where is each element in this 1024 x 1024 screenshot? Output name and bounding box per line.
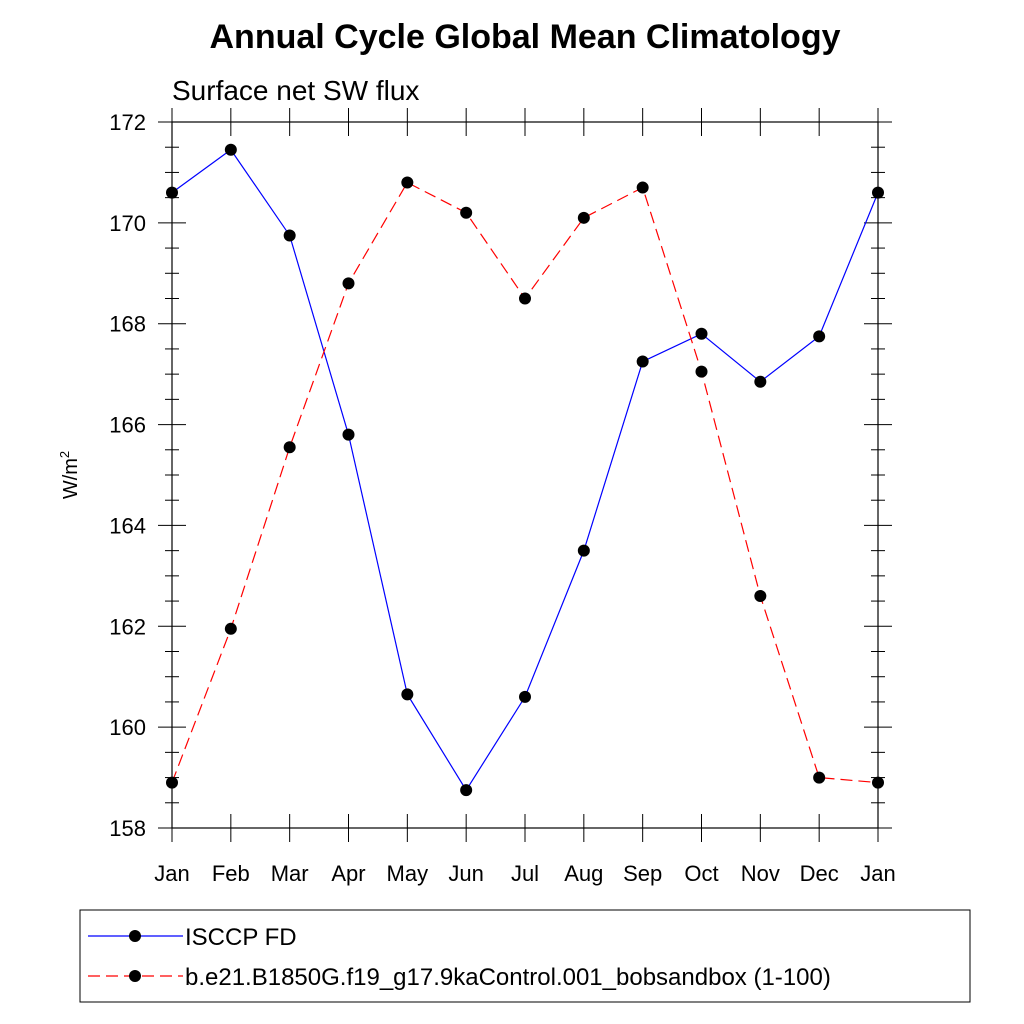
series-0-point — [754, 375, 767, 388]
legend-swatch-marker-0 — [129, 930, 141, 942]
y-axis-label: W/m2 — [57, 451, 82, 499]
y-tick-label: 160 — [109, 715, 146, 740]
x-tick-label: Feb — [212, 861, 250, 886]
series-1-point — [577, 211, 590, 224]
x-tick-label: Oct — [684, 861, 718, 886]
y-axis-label-base: W/m — [60, 458, 82, 499]
y-tick-label: 162 — [109, 614, 146, 639]
chart-title: Annual Cycle Global Mean Climatology — [210, 18, 841, 56]
legend-label-0: ISCCP FD — [185, 924, 297, 951]
x-tick-label: Jun — [448, 861, 483, 886]
x-tick-label: Sep — [623, 861, 662, 886]
series-1-point — [695, 365, 708, 378]
x-tick-label: Nov — [741, 861, 780, 886]
y-tick-label: 170 — [109, 211, 146, 236]
y-tick-label: 164 — [109, 513, 146, 538]
series-0-point — [695, 327, 708, 340]
series-0-point — [519, 690, 531, 703]
y-axis-label-superscript: 2 — [57, 451, 72, 458]
y-tick-label: 172 — [109, 110, 146, 135]
series-1-point — [224, 622, 237, 635]
series-1-point — [813, 771, 826, 784]
series-0-point — [872, 186, 884, 199]
plot-frame — [171, 121, 879, 829]
series-1-point — [283, 441, 296, 454]
series-0-point — [342, 428, 355, 441]
series-0-point — [577, 544, 590, 557]
series-layer — [166, 143, 884, 797]
axis-ticks: 158 160 162 164 166 168 170 172 Jan Feb Mar Apr May J… — [109, 108, 896, 886]
series-1-point — [872, 776, 884, 789]
x-tick-label: May — [387, 861, 429, 886]
series-0-point — [460, 784, 473, 797]
x-tick-label: Jan — [154, 861, 189, 886]
legend-swatch-marker-1 — [129, 970, 141, 982]
series-0-point — [813, 330, 826, 343]
x-tick-label: Dec — [800, 861, 839, 886]
x-tick-label: Apr — [331, 861, 365, 886]
x-tick-label: Jul — [511, 861, 539, 886]
series-0-point — [401, 688, 414, 701]
y-tick-label: 158 — [109, 816, 146, 841]
series-1-point — [342, 277, 355, 290]
y-tick-label: 166 — [109, 413, 146, 438]
legend: ISCCP FD b.e21.B1850G.f19_g17.9kaControl.… — [88, 924, 831, 991]
svg-text:W/m2: W/m2 — [57, 451, 82, 499]
series-1-point — [754, 590, 767, 603]
series-0-point — [283, 229, 296, 242]
legend-box — [79, 909, 971, 1003]
series-0-point — [224, 143, 237, 156]
series-0-point — [636, 355, 649, 368]
x-tick-label: Aug — [564, 861, 603, 886]
series-1-point — [460, 206, 473, 219]
y-tick-label: 168 — [109, 312, 146, 337]
legend-label-1: b.e21.B1850G.f19_g17.9kaControl.001_bobs… — [185, 964, 831, 991]
series-1-point — [519, 292, 531, 305]
x-tick-label: Mar — [271, 861, 309, 886]
series-1-point — [401, 176, 414, 189]
series-1-point — [636, 181, 649, 194]
x-tick-label: Jan — [860, 861, 895, 886]
series-0-point — [166, 186, 178, 199]
chart-subtitle: Surface net SW flux — [172, 75, 419, 106]
series-1-point — [166, 776, 178, 789]
